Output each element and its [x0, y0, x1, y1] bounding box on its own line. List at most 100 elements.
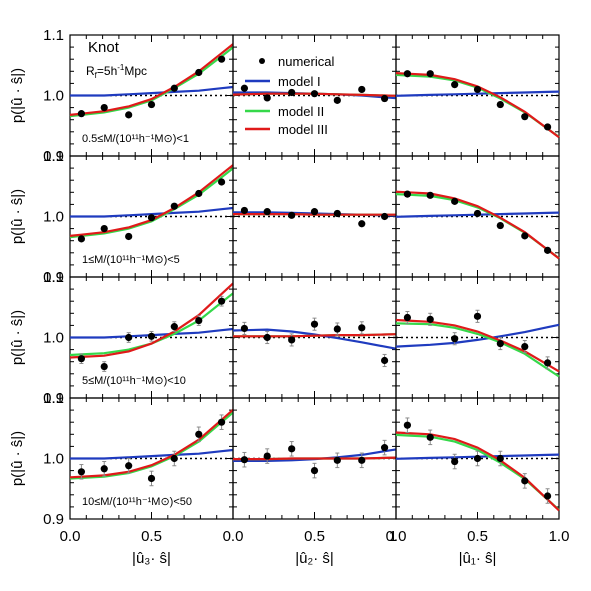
data-point — [147, 332, 156, 340]
model-2-curve — [69, 292, 234, 357]
smoothing-value: =5h — [97, 64, 117, 78]
data-point — [100, 225, 108, 233]
panel-r2-c2 — [232, 155, 397, 278]
data-point — [358, 220, 366, 228]
y-axis-label: p(|û · ŝ|) — [9, 189, 26, 244]
data-point — [147, 100, 156, 109]
data-point — [310, 208, 319, 216]
data-point — [100, 465, 108, 473]
data-point — [543, 359, 552, 367]
data-point — [288, 211, 296, 219]
data-point — [147, 474, 156, 483]
data-point — [263, 94, 271, 102]
y-tick-label: 1.1 — [43, 27, 64, 44]
data-point — [310, 90, 319, 98]
data-point — [451, 457, 459, 466]
data-point — [426, 191, 434, 199]
data-point — [170, 84, 178, 92]
x-axis-label: |û₃· ŝ| — [132, 550, 171, 567]
data-point — [263, 333, 271, 342]
y-axis-label: p(|û · ŝ|) — [9, 68, 26, 123]
model-3-curve — [395, 431, 560, 512]
data-point — [217, 55, 226, 63]
data-point — [310, 467, 319, 475]
panel-r2-c1: 1≤M/(10¹¹h⁻¹M⊙)<5 — [69, 155, 234, 278]
data-point — [147, 214, 156, 222]
data-point — [288, 445, 296, 453]
data-point — [496, 221, 504, 230]
x-tick-label: 0.0 — [60, 528, 81, 545]
smoothing-r: R — [86, 64, 95, 78]
data-point — [521, 232, 529, 240]
data-point — [217, 418, 226, 426]
data-point — [543, 123, 552, 131]
data-point — [263, 452, 271, 460]
legend-label-numerical: numerical — [278, 54, 334, 69]
model-2-curve — [69, 411, 234, 480]
panel-r1-c3 — [395, 34, 560, 157]
model-3-curve — [233, 456, 397, 461]
mass-bin-label: 1≤M/(10¹¹h⁻¹M⊙)<5 — [82, 254, 180, 266]
figure-title: Knot — [88, 39, 120, 56]
data-point — [403, 70, 412, 78]
model-3-curve — [233, 333, 397, 338]
model-3-curve — [69, 282, 234, 359]
smoothing-label: Rf=5h-1Mpc — [86, 63, 147, 80]
data-point — [195, 68, 203, 77]
data-point — [333, 456, 341, 464]
model-2-curve — [395, 73, 560, 138]
model-1-curve — [395, 90, 560, 97]
panel-r3-c1: 5≤M/(10¹¹h⁻¹M⊙)<10 — [69, 276, 234, 399]
data-point — [125, 462, 133, 470]
data-point — [358, 324, 366, 332]
panel-r2-c3 — [395, 155, 560, 278]
y-tick-label: 1.1 — [43, 269, 64, 286]
model-1-curve — [70, 206, 234, 218]
y-tick-label: 0.9 — [43, 148, 64, 165]
data-point — [473, 312, 482, 320]
data-point — [403, 421, 412, 429]
smoothing-sub: f — [95, 71, 98, 80]
data-point — [125, 111, 133, 119]
x-tick-label: 0.5 — [304, 528, 325, 545]
data-point — [521, 113, 529, 121]
data-point — [473, 85, 482, 94]
model-1-curve — [70, 448, 234, 460]
data-point — [333, 325, 341, 333]
smoothing-unit: Mpc — [124, 64, 147, 78]
panel-r1-c1: 0.5≤M/(10¹¹h⁻¹M⊙)<1 — [69, 34, 234, 157]
model-3-curve — [395, 72, 560, 139]
data-point — [380, 212, 389, 221]
legend-label-model2: model II — [278, 104, 324, 119]
axis-labels: 0.9 1.0 1.1 p(|û · ŝ|) 0.9 1.0 1.1 p(|û · ŝ|) 0.… — [9, 27, 569, 567]
data-point — [288, 88, 296, 97]
data-point — [100, 104, 108, 112]
x-tick-label: 0.0 — [223, 528, 244, 545]
data-point — [333, 209, 341, 218]
model-3-curve — [395, 318, 560, 373]
data-point — [77, 110, 86, 118]
model-2-curve — [395, 433, 560, 511]
data-point — [170, 202, 178, 210]
data-point — [240, 206, 249, 215]
data-point — [403, 313, 412, 322]
data-point — [100, 362, 108, 371]
data-point — [195, 316, 203, 325]
data-point — [496, 339, 504, 348]
panel-r4-c1: 10≤M/(10¹¹h⁻¹M⊙)<50 — [69, 397, 234, 520]
panel-r3-c3 — [395, 276, 560, 399]
x-tick-label: 0.5 — [467, 528, 488, 545]
data-point — [77, 235, 86, 243]
model-3-curve — [69, 43, 234, 116]
data-point — [358, 85, 366, 94]
y-tick-label: 1.0 — [43, 88, 64, 105]
data-point — [473, 454, 482, 463]
mass-bin-label: 5≤M/(10¹¹h⁻¹M⊙)<10 — [82, 375, 186, 387]
x-tick-label: 1.0 — [549, 528, 570, 545]
data-point — [240, 456, 249, 464]
data-point — [451, 197, 459, 205]
data-point — [496, 454, 504, 463]
data-point — [426, 70, 434, 78]
model-2-curve — [69, 167, 234, 239]
model-3-curve — [69, 408, 234, 479]
